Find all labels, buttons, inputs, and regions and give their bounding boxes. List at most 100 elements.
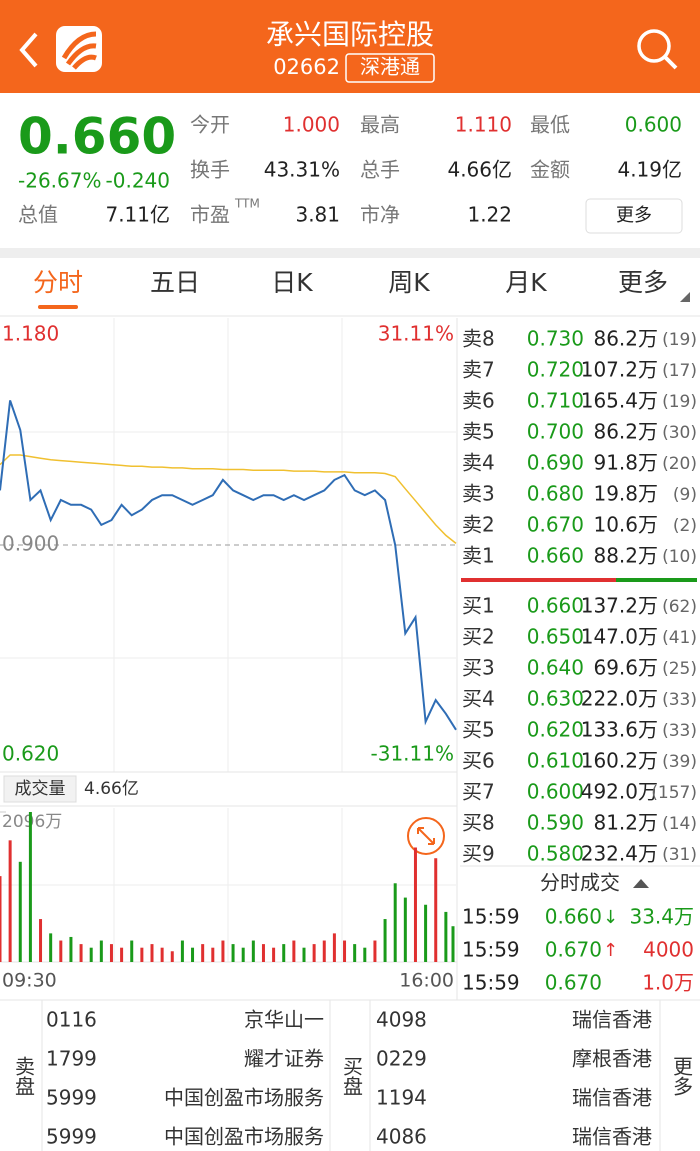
ob-count: (62) bbox=[662, 597, 697, 617]
broker-code: 4098 bbox=[376, 1008, 427, 1032]
ob-count: (39) bbox=[662, 752, 697, 772]
volume-bar bbox=[99, 940, 103, 962]
ob-level: 卖4 bbox=[462, 451, 495, 475]
ob-price: 0.590 bbox=[527, 811, 584, 835]
trade-time: 15:59 bbox=[462, 938, 520, 962]
ob-price: 0.620 bbox=[527, 718, 584, 742]
ob-count: (41) bbox=[662, 628, 697, 648]
ob-level: 卖7 bbox=[462, 358, 495, 382]
field-label: 金额 bbox=[530, 158, 570, 182]
broker-more[interactable]: 更多 bbox=[670, 1056, 694, 1096]
volume-bar bbox=[221, 940, 225, 962]
volume-bar bbox=[444, 911, 448, 962]
ob-level: 买5 bbox=[462, 718, 495, 742]
ob-volume: 492.0万 bbox=[581, 780, 658, 804]
divider bbox=[0, 248, 700, 258]
volume-bar bbox=[413, 847, 417, 962]
volume-bar bbox=[49, 933, 53, 962]
x-label: 16:00 bbox=[399, 970, 454, 992]
ob-price: 0.600 bbox=[527, 780, 584, 804]
volume-bar bbox=[8, 840, 12, 962]
ob-volume: 165.4万 bbox=[581, 389, 658, 413]
ob-count: (19) bbox=[662, 330, 697, 350]
ob-volume: 91.8万 bbox=[593, 451, 658, 475]
avg-line bbox=[0, 454, 457, 544]
back-button[interactable] bbox=[19, 32, 38, 68]
tag-box bbox=[345, 53, 435, 83]
volume-bar bbox=[343, 940, 347, 962]
volume-bar bbox=[312, 944, 316, 962]
trade-volume: 1.0万 bbox=[642, 971, 694, 995]
tab[interactable]: 日K bbox=[271, 268, 313, 297]
ob-price: 0.630 bbox=[527, 687, 584, 711]
volume-label: 成交量 bbox=[15, 779, 66, 799]
more-label[interactable]: 更多 bbox=[616, 205, 652, 226]
ob-price: 0.660 bbox=[527, 544, 584, 568]
volume-bar bbox=[434, 858, 438, 962]
volume-tag bbox=[3, 775, 77, 803]
field-label: 市盈 bbox=[190, 203, 230, 227]
field-value: 4.66亿 bbox=[447, 158, 512, 182]
volume-bar bbox=[39, 919, 43, 962]
field-label: 市净 bbox=[360, 203, 400, 227]
volume-bar bbox=[353, 944, 357, 962]
ob-volume: 19.8万 bbox=[593, 482, 658, 506]
tab[interactable]: 月K bbox=[505, 268, 547, 297]
field-value: 7.11亿 bbox=[105, 203, 170, 227]
field-label: 最高 bbox=[360, 113, 400, 137]
volume-bar bbox=[302, 947, 306, 962]
ob-count: (14) bbox=[662, 814, 697, 834]
volume-bar bbox=[109, 944, 113, 962]
ob-volume: 81.2万 bbox=[593, 811, 658, 835]
trade-time: 15:59 bbox=[462, 971, 520, 995]
volume-bar bbox=[403, 897, 407, 962]
trade-price: 0.670 bbox=[545, 971, 602, 995]
tab[interactable]: 周K bbox=[388, 268, 430, 297]
expand-button[interactable] bbox=[407, 817, 445, 855]
ob-volume: 160.2万 bbox=[581, 749, 658, 773]
tab[interactable]: 分时 bbox=[33, 268, 83, 297]
ob-count: (10) bbox=[662, 547, 697, 567]
volume-bar bbox=[130, 940, 134, 962]
ob-count: (157) bbox=[651, 783, 697, 803]
ob-volume: 137.2万 bbox=[581, 594, 658, 618]
search-button[interactable] bbox=[637, 29, 671, 63]
header-bar bbox=[0, 0, 700, 93]
ob-count: (25) bbox=[662, 659, 697, 679]
ob-price: 0.720 bbox=[527, 358, 584, 382]
volume-bar bbox=[28, 812, 32, 962]
broker-code: 1799 bbox=[46, 1047, 97, 1071]
ob-level: 买3 bbox=[462, 656, 495, 680]
ob-count: (2) bbox=[673, 516, 697, 536]
volume-bar bbox=[211, 947, 215, 962]
tab[interactable]: 更多 bbox=[618, 268, 668, 297]
field-label: 最低 bbox=[530, 113, 570, 137]
y-tick-label: 0.900 bbox=[2, 532, 59, 556]
volume-bar bbox=[292, 940, 296, 962]
trade-arrow: ↓ bbox=[603, 907, 618, 928]
ob-level: 卖8 bbox=[462, 327, 495, 351]
ask-bar bbox=[461, 578, 616, 582]
ob-volume: 88.2万 bbox=[593, 544, 658, 568]
field-value: 0.600 bbox=[625, 113, 682, 137]
broker-code: 0229 bbox=[376, 1047, 427, 1071]
volume-bar bbox=[451, 926, 455, 962]
logo-mark bbox=[61, 31, 97, 70]
broker-name: 瑞信香港 bbox=[572, 1008, 652, 1032]
pct-label: 31.11% bbox=[378, 322, 454, 346]
more-button[interactable] bbox=[585, 198, 683, 234]
bid-bar bbox=[616, 578, 697, 582]
ob-price: 0.640 bbox=[527, 656, 584, 680]
volume-bar bbox=[272, 947, 276, 962]
ob-price: 0.710 bbox=[527, 389, 584, 413]
trade-price: 0.670 bbox=[545, 938, 602, 962]
field-value: 1.110 bbox=[455, 113, 512, 137]
ob-volume: 69.6万 bbox=[593, 656, 658, 680]
tab[interactable]: 五日 bbox=[150, 268, 200, 297]
volume-bar bbox=[201, 944, 205, 962]
volume-bar bbox=[79, 944, 83, 962]
ob-level: 卖1 bbox=[462, 544, 495, 568]
volume-bar bbox=[0, 876, 2, 962]
volume-bar bbox=[150, 944, 154, 962]
